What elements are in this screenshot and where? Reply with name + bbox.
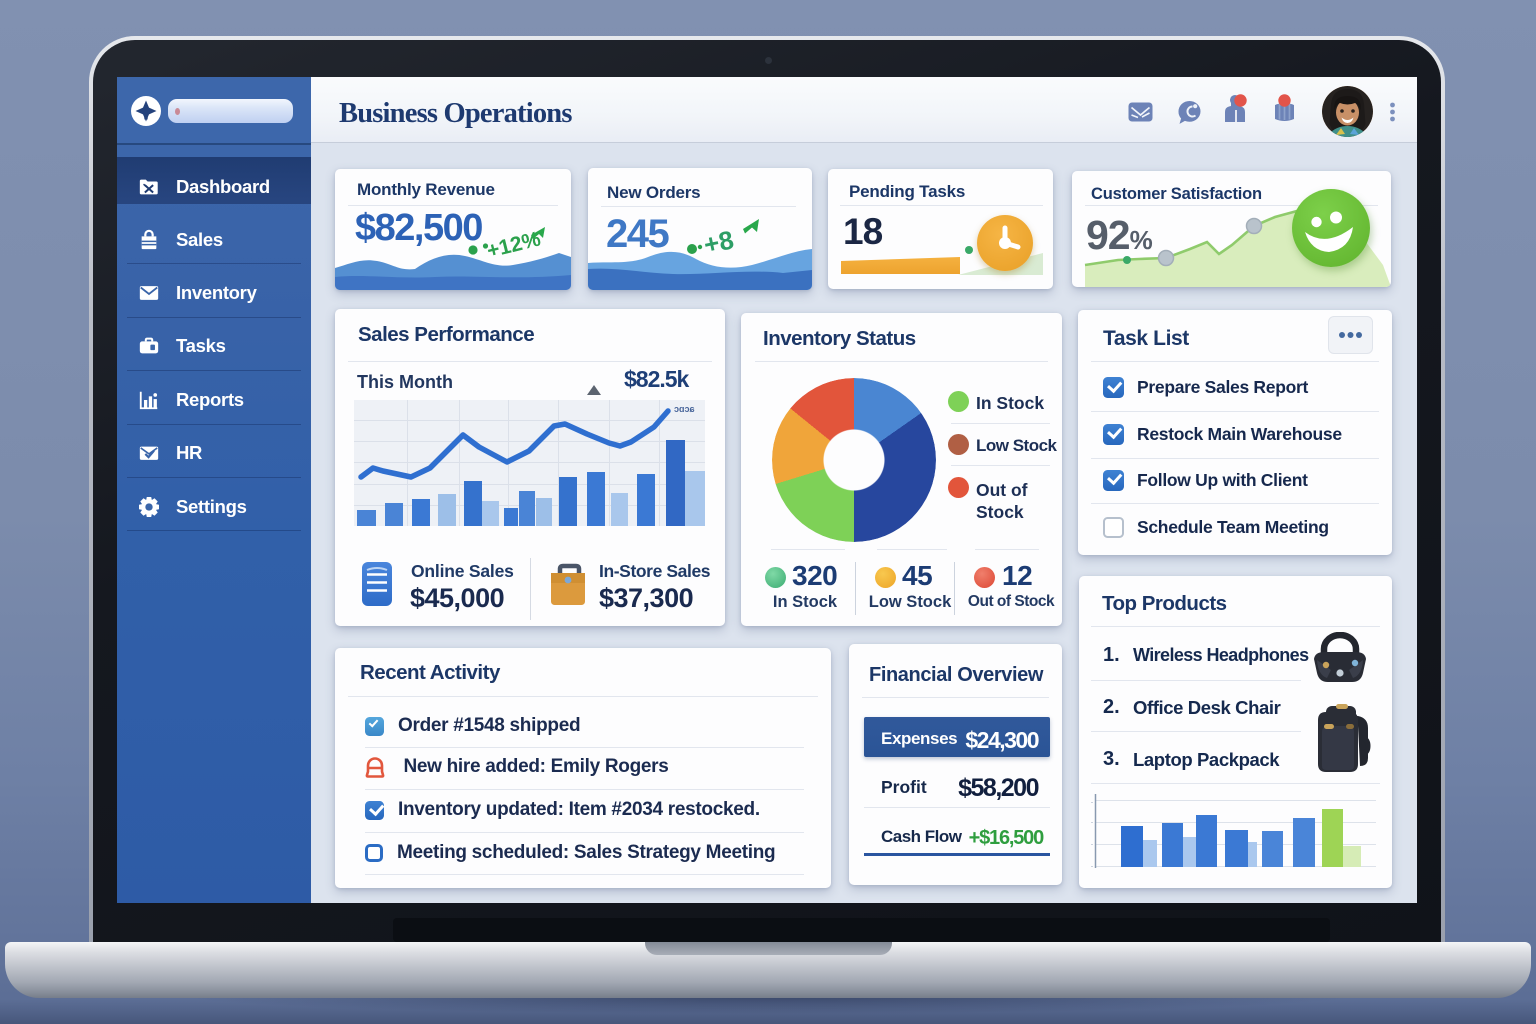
svg-text:-: - xyxy=(1091,820,1093,826)
svg-text:-: - xyxy=(1091,842,1093,848)
svg-text:ɔɑɔɕ: ɔɑɔɕ xyxy=(674,404,695,414)
svg-text:-: - xyxy=(1091,800,1093,806)
svg-text:+12%: +12% xyxy=(485,227,544,262)
svg-text:+8: +8 xyxy=(701,224,736,260)
svg-text:-: - xyxy=(1091,864,1093,870)
